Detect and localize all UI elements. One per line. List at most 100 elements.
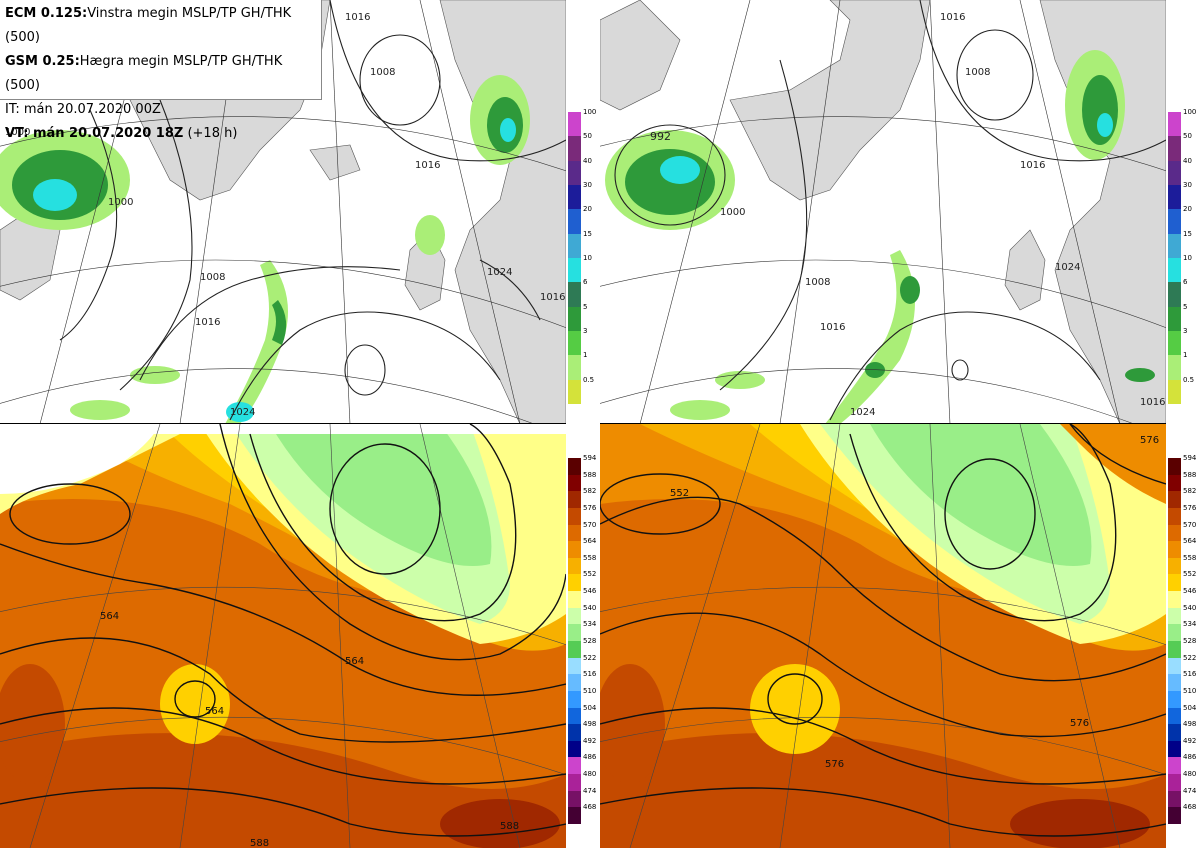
colorbar-swatch: [1168, 607, 1181, 625]
colorbar-tick-label: 540: [1183, 603, 1197, 612]
colorbar-tick-label: 3: [583, 327, 588, 335]
colorbar-swatch: [568, 458, 581, 476]
colorbar-tick-label: 594: [583, 454, 597, 462]
colorbar-swatch: [568, 607, 581, 625]
colorbar-tick-label: 474: [583, 786, 597, 795]
colorbar-tick-label: 100: [583, 108, 597, 116]
colorbar-swatch: [1168, 790, 1181, 808]
colorbar-tick-label: 20: [1183, 205, 1192, 214]
model-info-legend: ECM 0.125:Vinstra megin MSLP/TP GH/THK (…: [0, 0, 322, 141]
colorbar-tick-label: 492: [583, 736, 597, 745]
colorbar-tick-label: 516: [583, 670, 597, 679]
colorbar-tick-label: 50: [583, 132, 592, 141]
colorbar-tick-label: 3: [1183, 327, 1188, 335]
panel-divider-left: [0, 423, 566, 424]
isobar-label: 1000: [720, 207, 745, 218]
colorbar-swatch: [568, 306, 581, 332]
isobar-label: 1016: [195, 317, 220, 328]
colorbar-swatch: [1168, 557, 1181, 575]
isobar-label: 1008: [200, 272, 225, 283]
colorbar-tick-label: 0.5: [583, 375, 595, 384]
colorbar-tick-label: 534: [1183, 620, 1197, 629]
isobar-label: 1016: [940, 12, 965, 23]
colorbar-swatch: [1168, 774, 1181, 792]
colorbar-swatch: [568, 112, 581, 137]
info-line-ecm: ECM 0.125:Vinstra megin MSLP/TP GH/THK (…: [5, 2, 321, 50]
colorbar-swatch: [568, 591, 581, 609]
colorbar-swatch: [1168, 524, 1181, 542]
colorbar-swatch: [568, 355, 581, 381]
info-line-gsm: GSM 0.25:Hægra megin MSLP/TP GH/THK (500…: [5, 50, 321, 98]
colorbar-tick-label: 480: [583, 770, 597, 779]
colorbar-swatch: [1168, 306, 1181, 332]
isobar-label: 1024: [487, 267, 512, 278]
isobar-label: 1000: [108, 197, 133, 208]
colorbar-tick-label: 6: [1183, 278, 1188, 287]
colorbar-tick-label: 510: [1183, 686, 1197, 695]
isobar-label: 1016: [820, 322, 845, 333]
colorbar-swatch: [568, 557, 581, 575]
colorbar-swatch: [568, 379, 581, 405]
colorbar-tick-label: 546: [1183, 587, 1197, 596]
ecm-isobar-label-layer: 1016 1008 1016 1000 1000 1008 1016 1024 …: [5, 12, 565, 418]
colorbar-tick-label: 558: [1183, 553, 1197, 562]
colorbar-swatch: [1168, 807, 1181, 825]
colorbar-swatch: [568, 282, 581, 308]
colorbar-tick-label: 100: [1183, 108, 1197, 116]
colorbar-tick-label: 1: [1183, 351, 1188, 360]
panel-divider-right: [600, 423, 1166, 424]
colorbar-tick-label: 15: [583, 229, 592, 238]
isobar-label: 1008: [370, 67, 395, 78]
ecm-500hpa-height-map: 564 564 564 588 588: [0, 424, 566, 848]
gsm-description: Hægra megin MSLP/TP GH/THK (500): [5, 54, 283, 93]
colorbar-tick-label: 480: [1183, 770, 1197, 779]
colorbar-swatch: [1168, 458, 1181, 476]
height-label: 588: [500, 821, 519, 832]
colorbar-swatch: [568, 491, 581, 509]
colorbar-swatch: [1168, 674, 1181, 692]
colorbar-tick-label: 588: [583, 470, 597, 479]
colorbar-tick-label: 504: [583, 703, 597, 712]
colorbar-swatch: [568, 185, 581, 210]
colorbar-swatch: [1168, 136, 1181, 162]
colorbar-swatch: [568, 641, 581, 659]
gsm-label: GSM 0.25:: [5, 54, 80, 69]
colorbar-tick-label: 522: [583, 653, 597, 662]
isobar-label: 1016: [1140, 397, 1165, 408]
colorbar-swatch: [1168, 740, 1181, 758]
colorbar-tick-label: 552: [1183, 570, 1197, 579]
colorbar-swatch: [568, 690, 581, 709]
colorbar-swatch: [1168, 724, 1181, 742]
colorbar-tick-label: 576: [583, 503, 597, 512]
colorbar-swatch: [1168, 641, 1181, 659]
gsm-isobar-label-layer: 1016 1008 992 1000 1016 1008 1016 1024 1…: [650, 12, 1165, 418]
colorbar-swatch: [1168, 160, 1181, 186]
precip-colorbar-right: 100 50 40 30 20 15 10 6 5 3 1 0.5: [1168, 108, 1200, 405]
info-line-init-time: IT: mán 20.07.2020 00Z: [5, 102, 161, 117]
colorbar-swatch: [1168, 331, 1181, 356]
colorbar-swatch: [568, 757, 581, 775]
ecm-height-map-graphic: [0, 424, 566, 848]
colorbar-tick-label: 492: [1183, 736, 1197, 745]
height-colorbar-left: 594 588 582 576 570 564 558 552 546 540 534 528 522 5…: [568, 454, 608, 825]
colorbar-swatch: [1168, 112, 1181, 137]
colorbar-swatch: [1168, 185, 1181, 210]
height-label: 552: [670, 488, 689, 499]
isobar-label: 1000: [5, 127, 30, 138]
colorbar-tick-label: 40: [583, 156, 592, 165]
colorbar-tick-label: 576: [1183, 503, 1197, 512]
isobar-label: 1016: [415, 160, 440, 171]
colorbar-tick-label: 474: [1183, 786, 1197, 795]
colorbar-tick-label: 528: [583, 637, 597, 645]
colorbar-tick-label: 50: [1183, 132, 1192, 141]
height-label: 576: [825, 759, 844, 770]
colorbar-swatch: [1168, 624, 1181, 642]
colorbar-tick-label: 30: [583, 181, 592, 189]
colorbar-tick-label: 468: [583, 803, 597, 812]
colorbar-swatch: [568, 160, 581, 186]
ecm-description: Vinstra megin MSLP/TP GH/THK (500): [5, 6, 292, 45]
colorbar-tick-label: 0.5: [1183, 375, 1195, 384]
colorbar-tick-label: 5: [583, 302, 588, 311]
colorbar-swatch: [1168, 491, 1181, 509]
colorbar-swatch: [568, 233, 581, 259]
